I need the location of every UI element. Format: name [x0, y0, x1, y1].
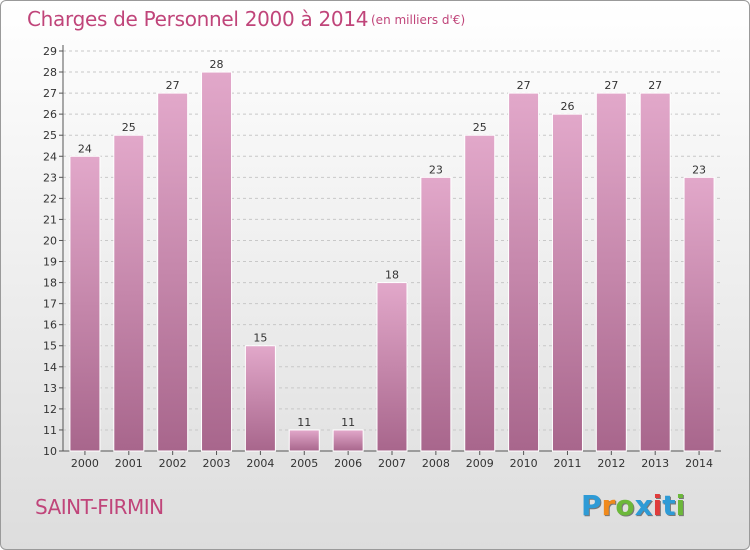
y-tick-label: 27 [43, 87, 57, 100]
y-tick-label: 12 [43, 403, 57, 416]
logo-letter: P [581, 489, 602, 522]
data-label: 27 [648, 79, 662, 92]
chart-subtitle: (en milliers d'€) [371, 13, 466, 27]
y-tick-label: 18 [43, 277, 57, 290]
logo-letter: x [634, 489, 653, 522]
x-tick-label: 2004 [246, 457, 274, 470]
bar [157, 92, 189, 452]
data-label: 25 [122, 121, 136, 134]
y-tick-label: 26 [43, 108, 57, 121]
data-label: 25 [473, 121, 487, 134]
y-tick-label: 11 [43, 424, 57, 437]
x-tick-label: 2009 [466, 457, 494, 470]
bar [420, 176, 452, 452]
bar [201, 71, 233, 452]
bar [69, 155, 101, 452]
y-tick-label: 13 [43, 382, 57, 395]
y-tick-label: 10 [43, 445, 57, 458]
logo-letter: i [652, 489, 663, 522]
data-label: 18 [385, 269, 399, 282]
bar [551, 113, 583, 452]
y-tick-label: 25 [43, 129, 57, 142]
bar [508, 92, 540, 452]
y-tick-label: 24 [43, 150, 57, 163]
x-tick-label: 2007 [378, 457, 406, 470]
data-label: 11 [341, 416, 355, 429]
chart-title: Charges de Personnel 2000 à 2014 [27, 7, 369, 31]
logo-letter: r [601, 489, 616, 522]
bar [332, 429, 364, 452]
y-tick-label: 23 [43, 171, 57, 184]
y-tick-label: 14 [43, 361, 57, 374]
x-tick-label: 2014 [685, 457, 713, 470]
data-label: 23 [692, 163, 706, 176]
x-tick-label: 2001 [115, 457, 143, 470]
bar [595, 92, 627, 452]
bar [376, 282, 408, 452]
data-label: 26 [560, 100, 574, 113]
x-tick-label: 2008 [422, 457, 450, 470]
data-label: 24 [78, 142, 92, 155]
data-label: 11 [297, 416, 311, 429]
y-tick-label: 16 [43, 319, 57, 332]
bar [244, 345, 276, 452]
data-label: 27 [604, 79, 618, 92]
data-label: 27 [166, 79, 180, 92]
x-tick-label: 2010 [510, 457, 538, 470]
x-tick-label: 2002 [159, 457, 187, 470]
x-tick-label: 2006 [334, 457, 362, 470]
x-tick-label: 2013 [641, 457, 669, 470]
commune-name: SAINT-FIRMIN [35, 495, 164, 519]
y-tick-label: 19 [43, 256, 57, 269]
y-tick-label: 21 [43, 213, 57, 226]
y-tick-label: 20 [43, 234, 57, 247]
bar [464, 134, 496, 452]
logo-letter: t [662, 489, 676, 522]
logo-letter: o [615, 489, 635, 522]
bar [639, 92, 671, 452]
data-label: 27 [517, 79, 531, 92]
y-tick-label: 15 [43, 340, 57, 353]
bar [288, 429, 320, 452]
y-tick-label: 29 [43, 45, 57, 58]
data-label: 28 [210, 58, 224, 71]
bar [113, 134, 145, 452]
data-label: 23 [429, 163, 443, 176]
data-label: 15 [253, 332, 267, 345]
x-tick-label: 2011 [553, 457, 581, 470]
x-tick-label: 2012 [597, 457, 625, 470]
x-tick-label: 2005 [290, 457, 318, 470]
x-tick-label: 2000 [71, 457, 99, 470]
y-tick-label: 28 [43, 66, 57, 79]
x-tick-label: 2003 [203, 457, 231, 470]
y-tick-label: 17 [43, 298, 57, 311]
y-tick-label: 22 [43, 192, 57, 205]
logo-letter: i [675, 489, 686, 522]
bar [683, 176, 715, 452]
proxiti-logo: Proxiti [581, 489, 685, 522]
